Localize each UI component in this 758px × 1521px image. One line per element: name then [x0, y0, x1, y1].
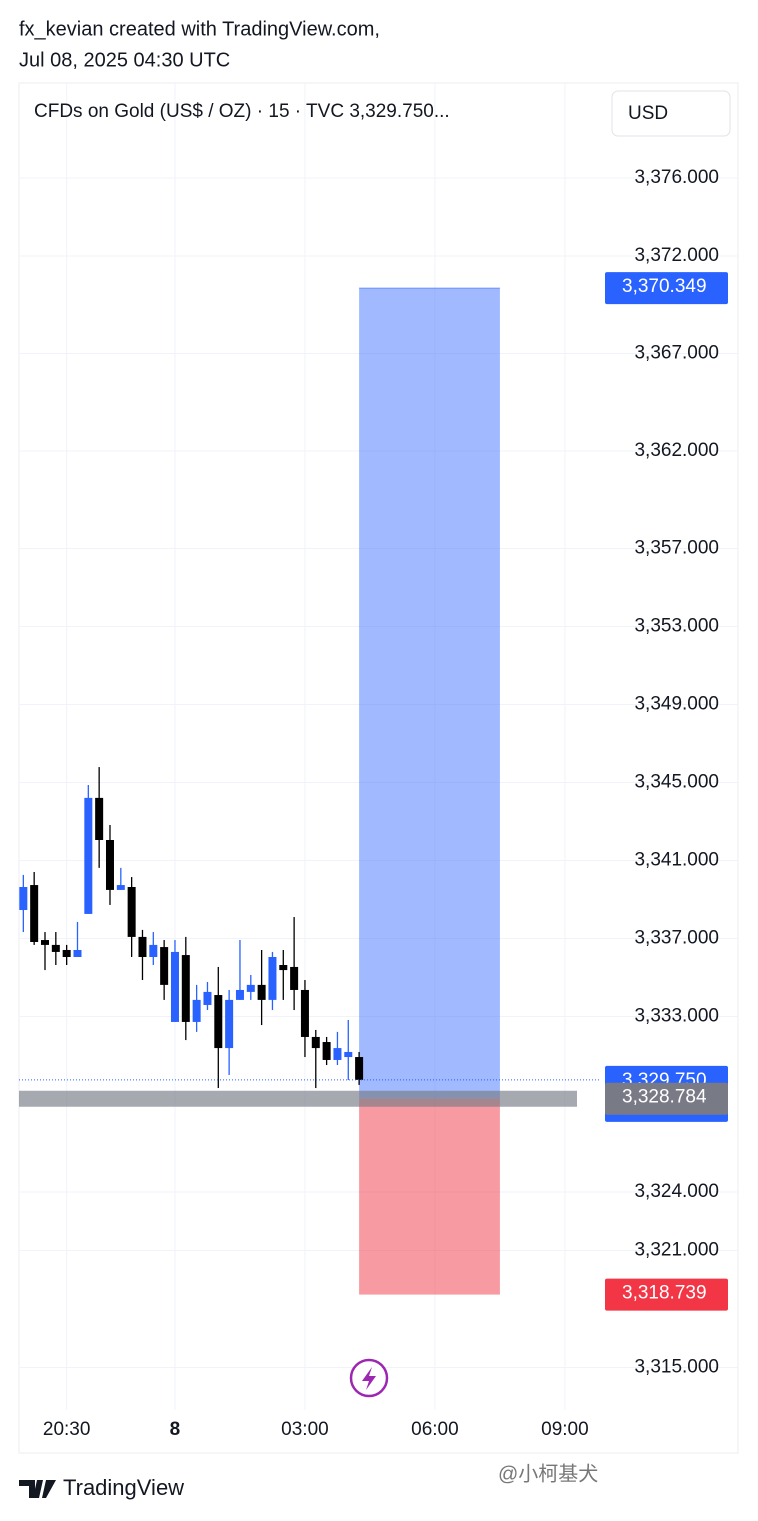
- y-tick-label: 3,321.000: [634, 1240, 719, 1261]
- candle-body: [290, 966, 299, 990]
- candle-body: [116, 885, 125, 890]
- x-tick-label: 8: [170, 1419, 181, 1440]
- candle-body: [40, 940, 49, 945]
- y-tick-label: 3,345.000: [634, 771, 719, 792]
- currency-box[interactable]: [611, 90, 731, 137]
- candle-body: [149, 944, 158, 958]
- candle-body: [105, 840, 114, 890]
- y-tick-label: 3,337.000: [634, 927, 719, 948]
- stop-label: 3,318.739: [622, 1283, 707, 1304]
- candle-body: [300, 989, 309, 1037]
- brand: TradingView: [63, 1475, 184, 1500]
- candle-body: [333, 1048, 342, 1060]
- y-tick-label: 3,324.000: [634, 1181, 719, 1202]
- candle-body: [62, 949, 71, 958]
- candle-body: [138, 936, 147, 958]
- x-tick-label: 06:00: [411, 1419, 459, 1440]
- candle-body: [235, 989, 244, 1000]
- entry-label: 3,328.784: [622, 1087, 707, 1108]
- x-tick-label: 20:30: [43, 1419, 91, 1440]
- stop-zone: [359, 1098, 500, 1295]
- y-tick-label: 3,372.000: [634, 245, 719, 266]
- x-tick-label: 09:00: [541, 1419, 589, 1440]
- candle-body: [268, 957, 277, 1000]
- author: fx_kevian created with TradingView.com,: [19, 18, 380, 40]
- candle-body: [214, 995, 223, 1049]
- logo: [19, 1480, 56, 1498]
- candle-body: [246, 984, 255, 992]
- candle-body: [170, 951, 179, 1022]
- candle-body: [84, 797, 93, 914]
- target-label: 3,370.349: [622, 276, 707, 297]
- candle-body: [127, 887, 136, 937]
- candle-body: [95, 797, 104, 841]
- y-tick-label: 3,349.000: [634, 693, 719, 714]
- candle-body: [225, 999, 234, 1049]
- entry-box: [605, 1082, 728, 1115]
- date: Jul 08, 2025 04:30 UTC: [19, 49, 230, 71]
- candle-body: [73, 949, 82, 958]
- candle-body: [279, 965, 288, 971]
- candle-body: [203, 991, 212, 1005]
- y-tick-label: 3,333.000: [634, 1005, 719, 1026]
- y-tick-label: 3,367.000: [634, 342, 719, 363]
- y-tick-label: 3,376.000: [634, 167, 719, 188]
- candle-body: [51, 944, 60, 952]
- candle-body: [19, 887, 28, 911]
- y-tick-label: 3,353.000: [634, 615, 719, 636]
- stop-box: [605, 1278, 728, 1311]
- y-tick-label: 3,341.000: [634, 849, 719, 870]
- y-tick-label: 3,357.000: [634, 537, 719, 558]
- y-tick-label: 3,315.000: [634, 1357, 719, 1378]
- chart-frame: [18, 82, 739, 1454]
- candle-body: [192, 999, 201, 1022]
- candle-body: [355, 1057, 364, 1080]
- candle-body: [257, 984, 266, 1000]
- candle-body: [181, 955, 190, 1022]
- target-zone: [359, 288, 500, 1099]
- watermark: @小柯基犬: [498, 1462, 598, 1485]
- candle-body: [322, 1042, 331, 1060]
- x-tick-label: 03:00: [281, 1419, 329, 1440]
- y-tick-label: 3,362.000: [634, 440, 719, 461]
- candle-body: [311, 1036, 320, 1049]
- candle-body: [30, 885, 39, 942]
- candle-body: [344, 1051, 353, 1058]
- flash-bolt: [362, 1367, 376, 1390]
- target-box: [605, 272, 728, 305]
- currency[interactable]: USD: [628, 103, 668, 124]
- chart-title: CFDs on Gold (US$ / OZ) · 15 · TVC 3,329…: [34, 101, 450, 122]
- candle-body: [160, 947, 169, 985]
